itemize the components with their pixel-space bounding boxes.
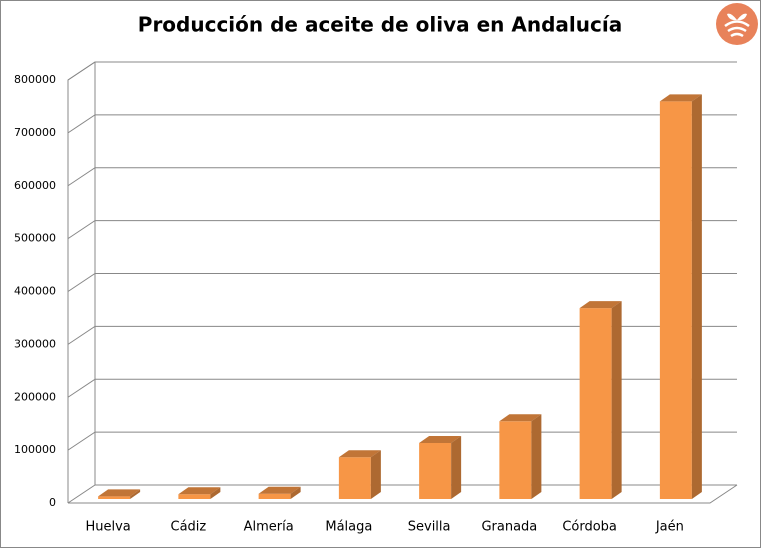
y-tick-label: 700000: [14, 126, 56, 139]
x-tick-label: Huelva: [85, 520, 130, 535]
bar: [98, 496, 131, 499]
bar: [419, 442, 452, 499]
bar-side: [210, 487, 221, 499]
bar-top: [338, 450, 381, 458]
bar: [258, 493, 291, 499]
floor-edge: [68, 484, 738, 504]
bar: [178, 494, 211, 499]
bar-side: [531, 414, 542, 499]
bar-top: [258, 486, 301, 494]
grid-line: [67, 167, 737, 187]
y-tick-label: 800000: [14, 73, 56, 86]
y-tick-label: 300000: [14, 337, 56, 350]
grid-line: [67, 273, 737, 292]
grid-line: [67, 61, 737, 81]
bar-top: [499, 414, 542, 422]
x-tick-label: Sevilla: [408, 520, 451, 535]
bar-top: [98, 489, 141, 497]
x-tick-label: Granada: [481, 520, 537, 535]
x-tick-label: Cádiz: [171, 520, 207, 535]
x-tick-label: Córdoba: [562, 520, 617, 535]
bar-side: [370, 450, 381, 499]
bar-top: [579, 301, 622, 309]
bar-top: [178, 487, 221, 495]
y-tick-label: 600000: [14, 179, 56, 192]
x-tick-label: Almería: [244, 520, 294, 535]
bar-side: [611, 301, 622, 499]
chart-title: Producción de aceite de oliva en Andaluc…: [138, 13, 622, 37]
bar-top: [659, 94, 702, 102]
grid-line: [67, 378, 737, 398]
y-tick-label: 0: [49, 496, 56, 509]
grid-line: [67, 220, 737, 240]
y-tick-label: 200000: [14, 390, 56, 403]
bar-side: [451, 435, 462, 499]
bar-top: [419, 435, 462, 443]
y-tick-label: 400000: [14, 285, 56, 298]
bar-side: [130, 489, 141, 499]
bar: [659, 101, 692, 499]
bar: [579, 308, 612, 499]
y-tick-label: 500000: [14, 232, 56, 245]
grid-line: [67, 114, 737, 134]
y-tick-label: 100000: [14, 443, 56, 456]
x-tick-label: Jaén: [655, 520, 684, 535]
bar-side: [691, 94, 702, 499]
x-tick-label: Málaga: [325, 520, 372, 535]
bar-side: [290, 486, 301, 499]
bar: [338, 457, 371, 499]
grid-line: [67, 325, 737, 345]
logo: [716, 3, 758, 45]
bar: [499, 421, 532, 499]
